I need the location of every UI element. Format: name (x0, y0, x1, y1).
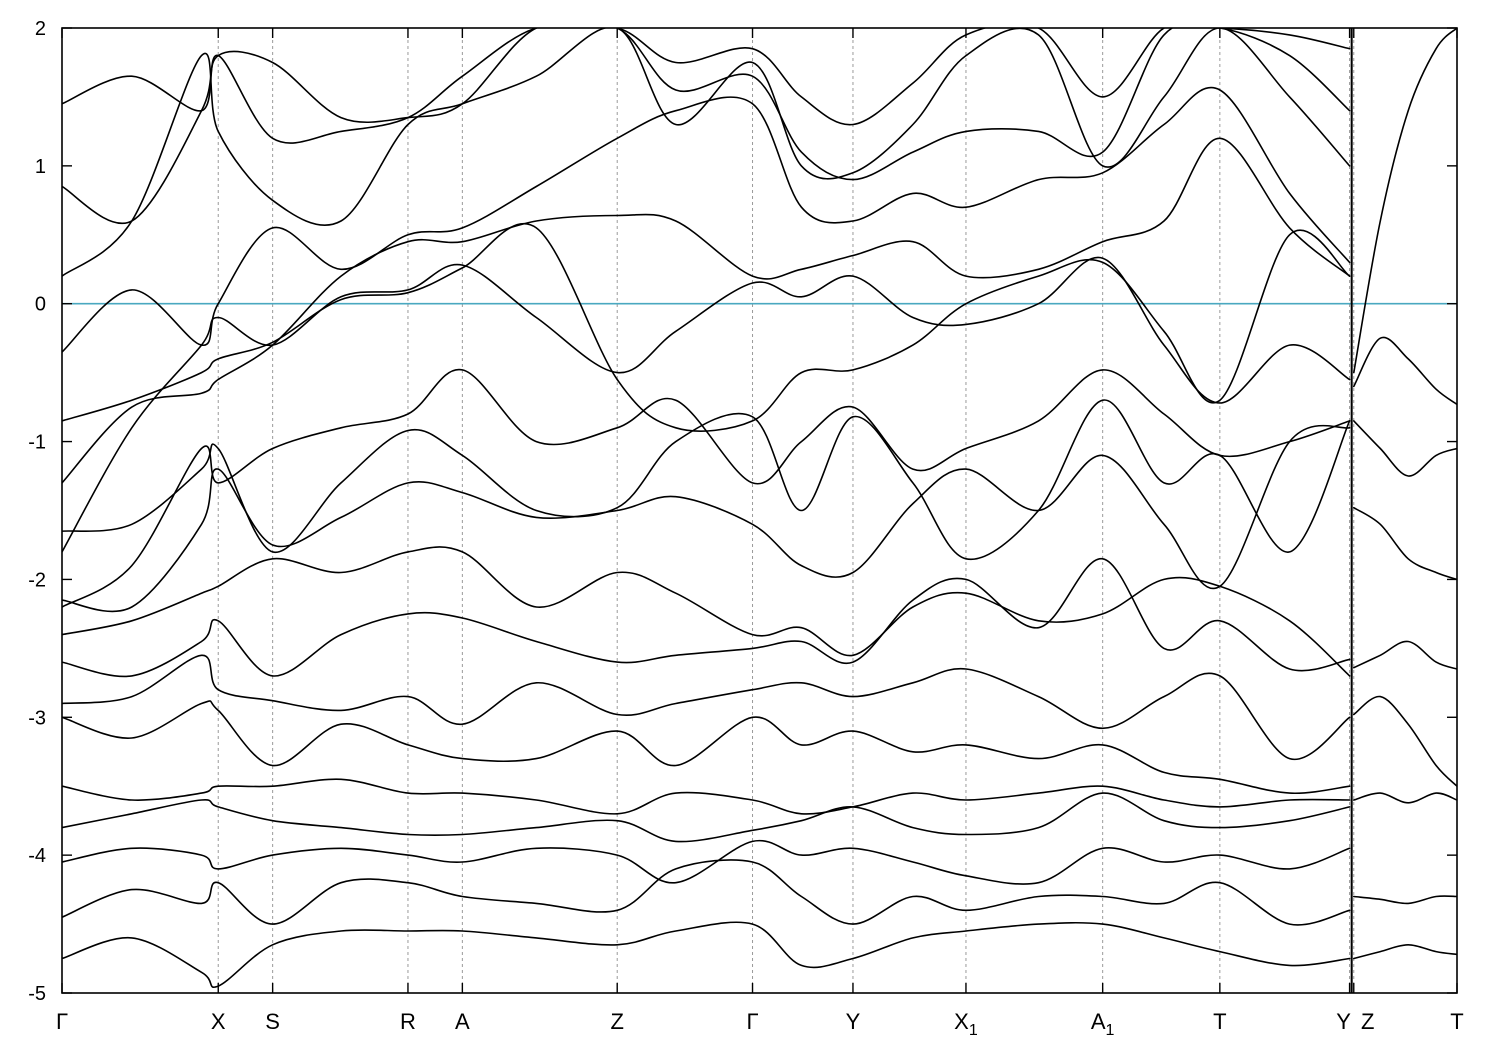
band-line (1353, 506, 1457, 581)
y-tick-label: -5 (28, 983, 46, 1005)
y-tick-label: 0 (35, 294, 46, 316)
band-line (62, 546, 1351, 677)
band-line (1353, 336, 1457, 406)
band-line (62, 557, 1351, 678)
y-tick-label: 1 (35, 156, 46, 178)
band-line (1353, 895, 1457, 905)
kpoint-gridlines (217, 28, 1355, 993)
y-ticks-group: 2 1 0 -1 -2 -3 -4 -5 (28, 18, 1457, 1005)
band-line (62, 399, 1351, 561)
kpoint-label: A1 (1091, 1009, 1115, 1039)
band-line (62, 921, 1351, 988)
band-line (62, 256, 1351, 553)
kpoint-label: Z (610, 1009, 623, 1034)
band-line (62, 792, 1351, 843)
band-line (62, 28, 1351, 225)
kpoint-label: S (265, 1009, 280, 1034)
kpoint-label: T (1213, 1009, 1226, 1034)
band-line (1353, 695, 1457, 787)
plot-frame (61, 27, 1458, 994)
band-line (1353, 420, 1457, 477)
kpoint-label: T (1450, 1009, 1463, 1034)
x-kpoint-labels-group: Γ X S R A Z Γ Y X1 A1 T Y Z T (56, 28, 1464, 1039)
band-line (1353, 640, 1457, 670)
kpoint-label: Y (1336, 1009, 1351, 1034)
band-line (62, 28, 1351, 277)
band-line (62, 28, 1351, 144)
band-line (62, 368, 1351, 608)
y-tick-label: -3 (28, 707, 46, 729)
band-line (1353, 944, 1457, 960)
band-line (62, 700, 1351, 794)
kpoint-label: Γ (746, 1009, 758, 1034)
band-line (62, 654, 1351, 761)
kpoint-label: A (455, 1009, 470, 1034)
kpoint-label: X1 (954, 1009, 978, 1039)
y-tick-label: -2 (28, 569, 46, 591)
band-line (62, 859, 1351, 926)
bands-group (62, 28, 1457, 988)
axes-frame-group (61, 27, 1458, 994)
band-line (62, 137, 1351, 484)
band-line (1353, 28, 1457, 374)
band-line (62, 778, 1351, 815)
band-line (62, 222, 1351, 432)
kpoint-label: Γ (56, 1009, 68, 1034)
band-line (62, 424, 1351, 613)
kpoint-label: Y (846, 1009, 861, 1034)
band-line (62, 839, 1351, 885)
y-tick-label: -4 (28, 845, 46, 867)
kpoint-label: X (211, 1009, 226, 1034)
band-line (62, 86, 1351, 353)
y-tick-label: -1 (28, 432, 46, 454)
kpoint-label: R (400, 1009, 416, 1034)
kpoint-label: Z (1361, 1009, 1374, 1034)
y-tick-label: 2 (35, 18, 46, 40)
band-line (1353, 792, 1457, 804)
